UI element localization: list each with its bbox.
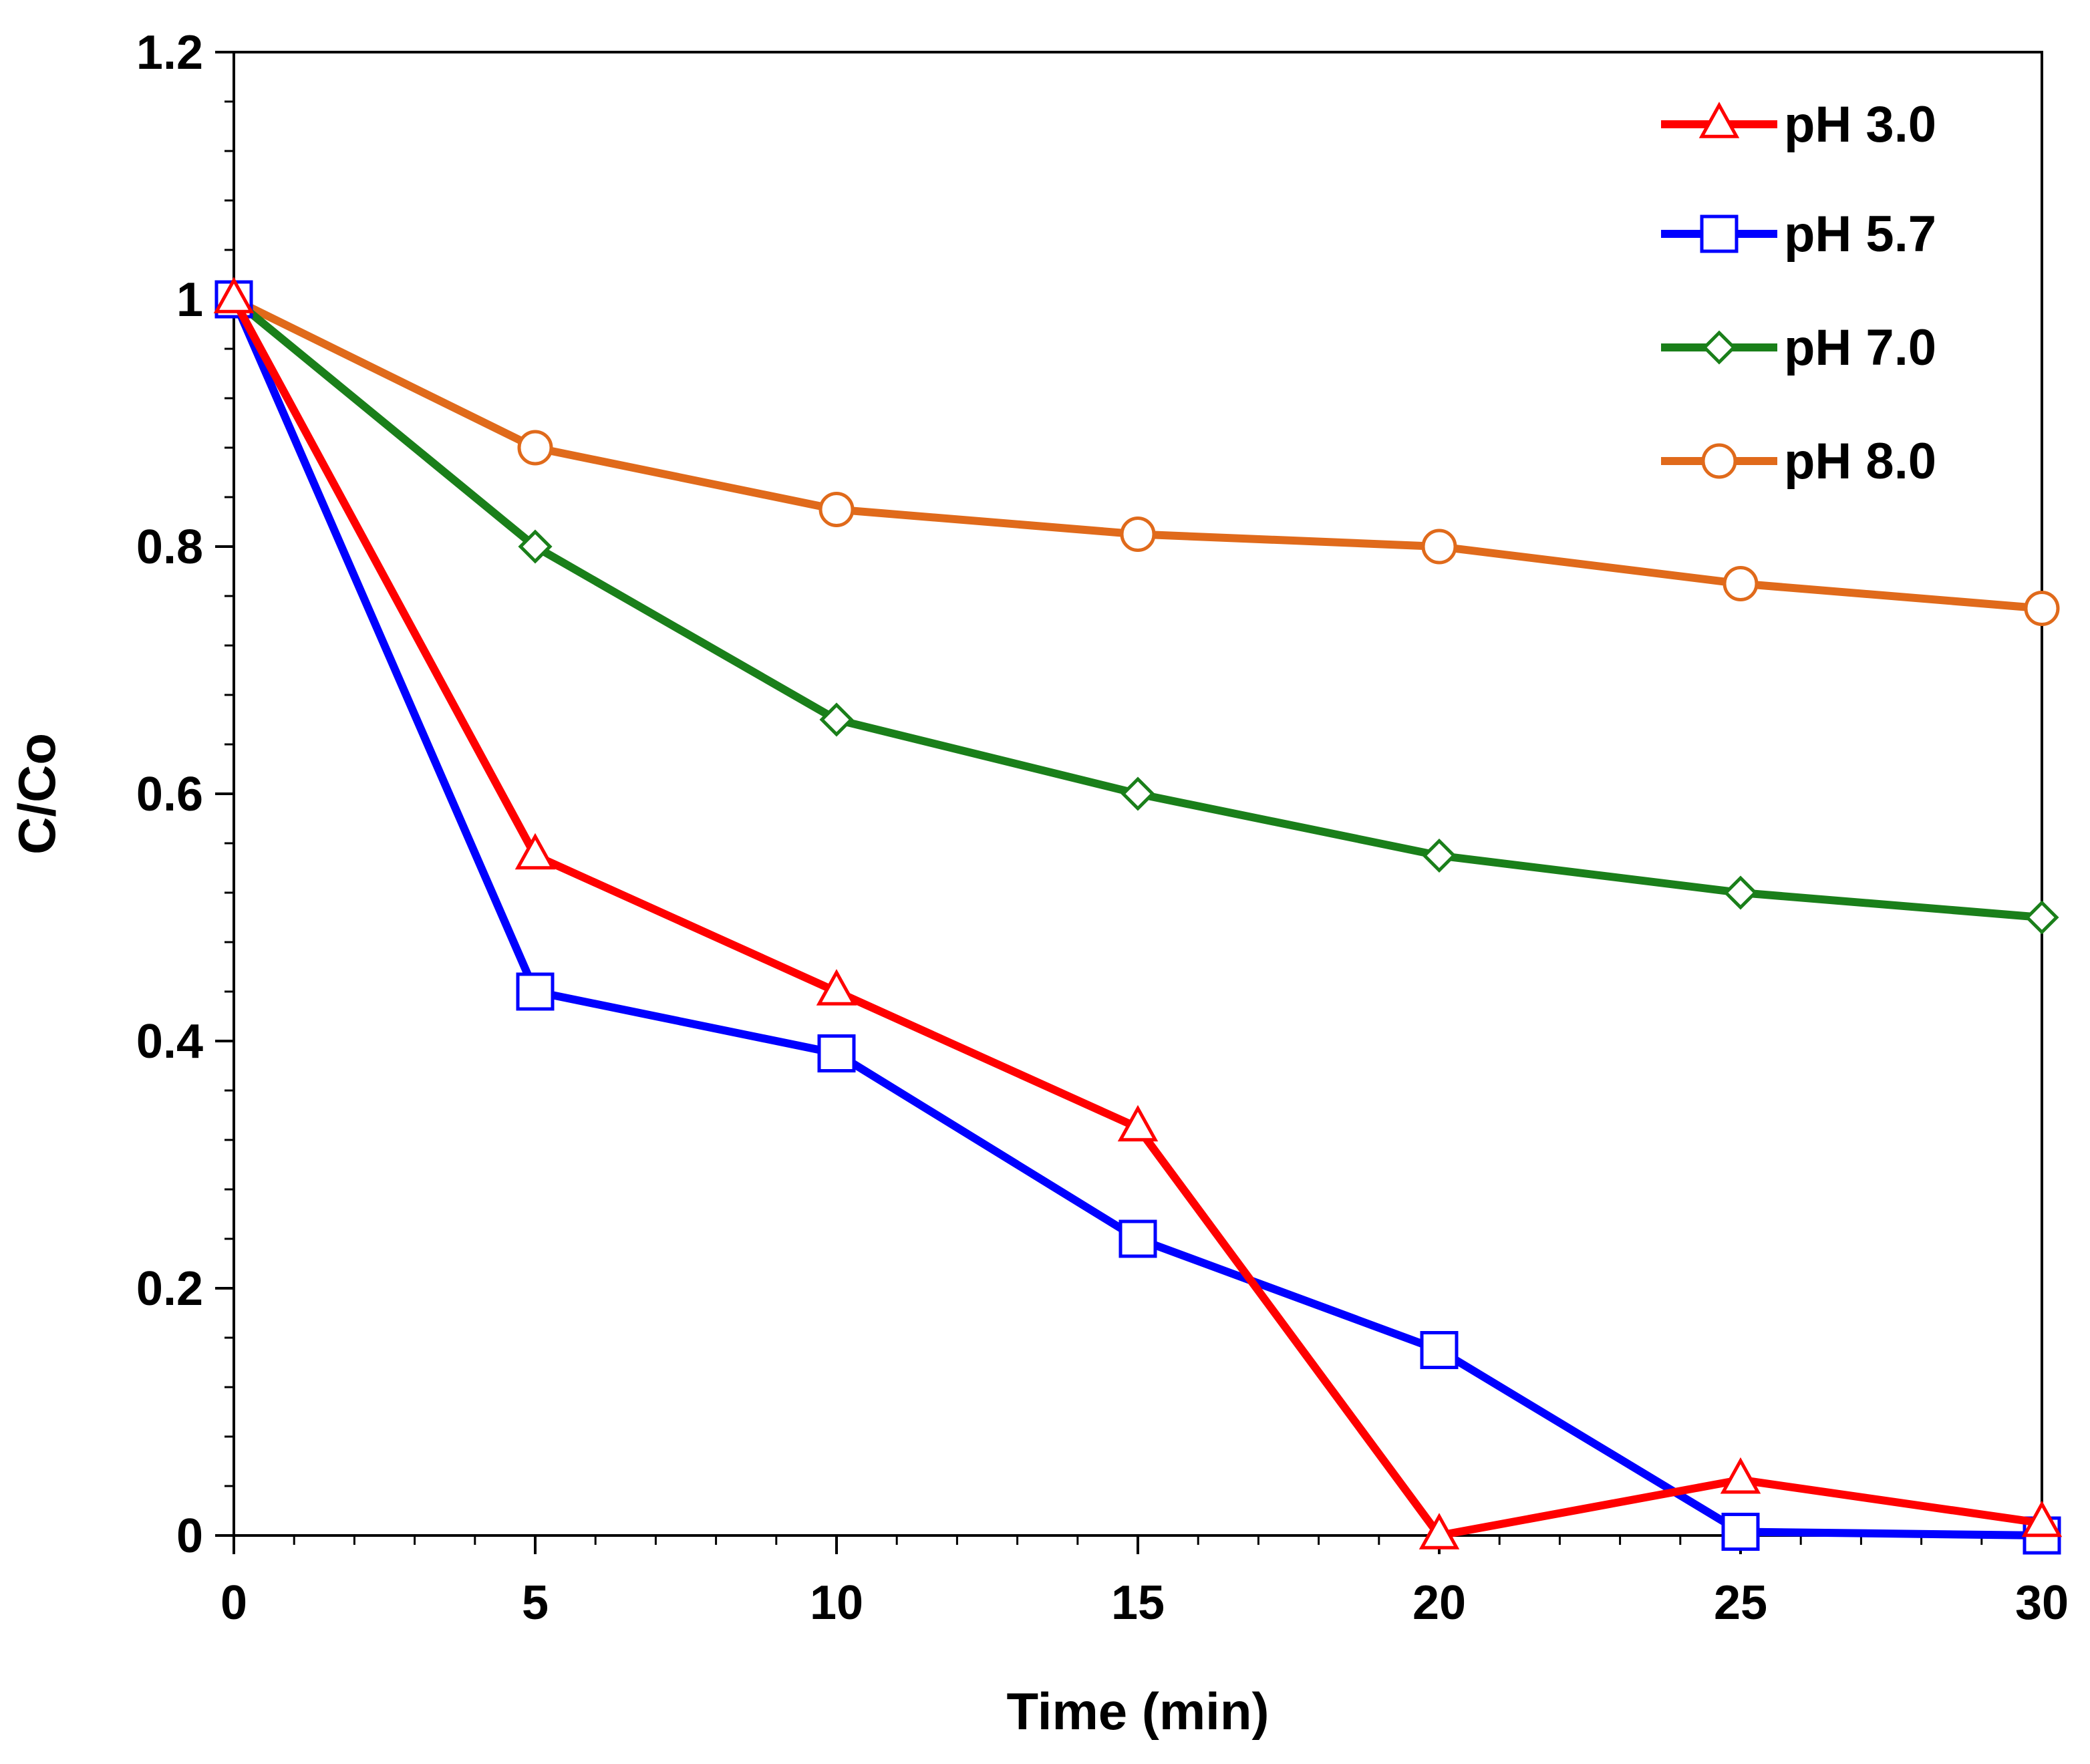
y-tick-label: 0.2	[136, 1262, 203, 1316]
data-point	[514, 833, 556, 870]
data-point	[2025, 900, 2059, 935]
y-axis-title: C/Co	[7, 733, 66, 855]
legend-swatch-marker	[1701, 443, 1737, 479]
y-tick-label: 0.6	[136, 768, 203, 821]
series-ph-7-0	[216, 282, 2059, 935]
data-point	[816, 969, 857, 1006]
data-point	[817, 1034, 856, 1072]
legend-item: pH 7.0	[1661, 319, 1936, 376]
legend-item: pH 8.0	[1661, 433, 1936, 490]
legend-label: pH 8.0	[1784, 433, 1936, 490]
legend-item: pH 5.7	[1661, 206, 1936, 263]
x-tick-label: 20	[1412, 1576, 1466, 1630]
data-point	[1723, 875, 1758, 910]
data-point	[1421, 529, 1457, 565]
legend: pH 3.0 pH 5.7 pH 7.0 pH 8.0	[1661, 96, 1936, 490]
data-point	[1422, 838, 1457, 873]
legend-label: pH 3.0	[1784, 96, 1936, 153]
data-point	[1118, 1219, 1157, 1258]
series-line	[231, 296, 2043, 921]
data-point	[1117, 1105, 1159, 1142]
x-tick-label: 30	[2015, 1576, 2069, 1630]
series-line	[230, 297, 2043, 1539]
series-layer	[213, 277, 2063, 1555]
data-point	[1721, 1512, 1760, 1551]
series-ph-8-0	[216, 281, 2060, 626]
y-tick-label: 1	[176, 273, 203, 327]
y-tick-label: 1.2	[136, 26, 203, 80]
legend-item: pH 3.0	[1661, 96, 1936, 153]
data-point	[1420, 1331, 1459, 1369]
data-point	[2024, 591, 2060, 626]
y-tick-label: 0.8	[136, 521, 203, 574]
legend-label: pH 7.0	[1784, 319, 1936, 376]
data-point	[1120, 517, 1156, 552]
data-point	[518, 529, 553, 564]
series-ph-5-7	[214, 280, 2061, 1555]
x-tick-label: 0	[220, 1576, 247, 1630]
legend-swatch-marker	[1698, 102, 1740, 138]
data-point	[213, 277, 255, 313]
data-point	[1121, 776, 1155, 811]
data-point	[1419, 1513, 1460, 1550]
x-axis-title: Time (min)	[1007, 1682, 1270, 1741]
x-tick-label: 5	[522, 1576, 549, 1630]
x-tick-label: 10	[810, 1576, 863, 1630]
data-point	[1720, 1457, 1761, 1494]
y-tick-label: 0.4	[136, 1015, 203, 1068]
data-point	[1723, 566, 1759, 601]
data-point	[818, 492, 855, 527]
y-tick-label: 0	[176, 1509, 203, 1563]
series-ph-3-0	[213, 277, 2063, 1550]
legend-label: pH 5.7	[1784, 206, 1936, 263]
x-tick-label: 25	[1714, 1576, 1767, 1630]
axes: 0 0.2 0.4 0.6 0.8 1 1.2 0 5 10 15 20 25 30	[136, 26, 2069, 1630]
data-point	[819, 702, 854, 737]
data-point	[516, 972, 555, 1011]
legend-swatch-marker	[1702, 330, 1737, 365]
x-tick-label: 15	[1111, 1576, 1165, 1630]
legend-swatch-marker	[1700, 214, 1739, 253]
data-point	[2021, 1500, 2063, 1537]
data-point	[517, 430, 553, 466]
